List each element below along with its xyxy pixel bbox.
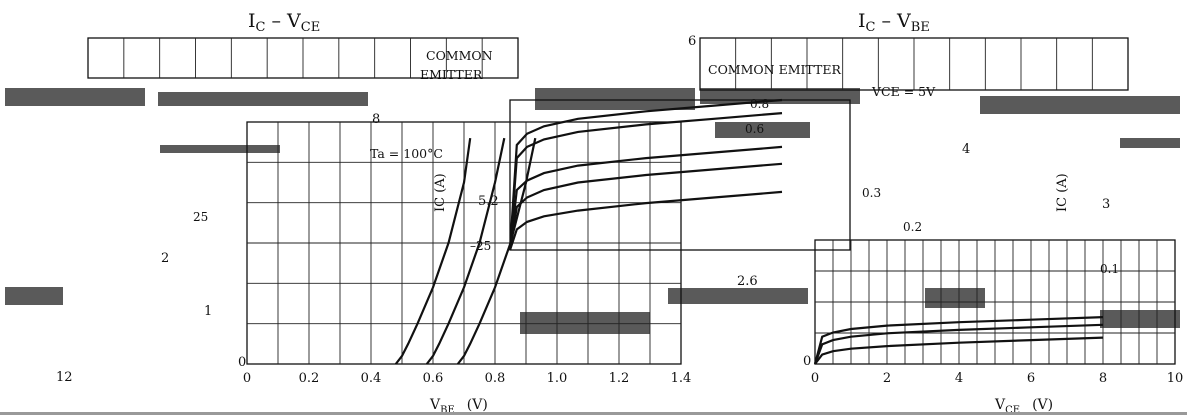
right-y-tick-3: 3 — [1102, 197, 1110, 212]
vce-y-tick-0: 0 — [803, 354, 811, 369]
left-note-emitter: EMITTER — [420, 67, 483, 82]
left-y-tick-2: 2 — [161, 251, 169, 266]
left-title: IC – VCE — [248, 10, 320, 35]
temp-label-minus25: –25 — [470, 239, 491, 253]
ib-label-0.3: 0.3 — [862, 186, 881, 200]
vce-x-tick: 8 — [1099, 371, 1107, 386]
mid-vce-panel: 5.2 2.6 IC (A) — [433, 98, 851, 289]
bottom-rule — [0, 412, 1187, 415]
vbe-panel: 0 0.2 0.4 0.6 0.8 1.0 1.2 1.4 0 VBE (V) Ta = 100… — [193, 121, 692, 416]
left-y-tick-1: 1 — [204, 304, 212, 319]
vce-x-tick: 6 — [1027, 371, 1035, 386]
vbe-x-tick: 1.0 — [547, 371, 568, 386]
vbe-x-tick: 1.4 — [671, 371, 692, 386]
mid-y-axis-label: IC (A) — [433, 173, 448, 212]
mid-y-tick-5-2: 5.2 — [478, 194, 499, 209]
mid-vce-frame — [509, 99, 851, 251]
vbe-series-100 — [394, 137, 472, 365]
vbe-x-tick: 0.8 — [485, 371, 506, 386]
vbe-x-tick: 0.4 — [361, 371, 382, 386]
mid-series-0.2 — [508, 162, 783, 251]
vce-x-tick: 10 — [1167, 371, 1184, 386]
ib-label-0.2: 0.2 — [903, 220, 922, 234]
vce-x-tick: 0 — [811, 371, 819, 386]
right-note-vce: VCE = 5V — [871, 84, 936, 99]
vce-x-axis-label: VCE (V) — [994, 397, 1053, 416]
right-y-axis-label: IC (A) — [1055, 173, 1070, 212]
left-x-tick-12: 12 — [56, 370, 73, 385]
mid-series-0.6 — [508, 112, 783, 251]
vce-x-tick: 2 — [883, 371, 891, 386]
temp-label-100: Ta = 100°C — [370, 146, 443, 161]
vbe-series-–25 — [456, 137, 537, 365]
vbe-x-axis-label: VBE (V) — [429, 397, 488, 416]
scan-artifacts — [5, 88, 1180, 334]
vce-series-0.1 — [814, 336, 1104, 365]
mid-y-tick-2-6: 2.6 — [737, 274, 758, 289]
vbe-x-tick: 1.2 — [609, 371, 630, 386]
right-panel: IC – VBE 6 COMMON EMITTER VCE = 5V 4 3 I… — [688, 10, 1183, 416]
left-note-common: COMMON — [426, 48, 493, 63]
mid-series-0.8 — [508, 98, 783, 251]
vbe-x-tick: 0.6 — [423, 371, 444, 386]
ib-label-0.1: 0.1 — [1100, 262, 1119, 276]
right-note-common-emitter: COMMON EMITTER — [708, 62, 841, 77]
vbe-x-tick: 0 — [243, 371, 251, 386]
left-y-tick-8: 8 — [372, 112, 380, 127]
temp-label-25: 25 — [193, 210, 208, 224]
mid-series-0.3 — [508, 145, 783, 251]
ib-label-0.6: 0.6 — [745, 122, 764, 136]
left-panel: IC – VCE COMMON EMITTER 12 8 2 1 — [56, 10, 519, 385]
ib-label-0.8: 0.8 — [750, 97, 769, 111]
vce-series-0.2 — [813, 323, 1104, 365]
vbe-y-tick-0: 0 — [238, 355, 246, 370]
right-title: IC – VBE — [858, 10, 930, 35]
mid-series-0.1 — [508, 190, 783, 251]
vce-series-0.3 — [813, 316, 1104, 365]
right-y-tick-4: 4 — [962, 142, 970, 157]
vbe-x-tick: 0.2 — [299, 371, 320, 386]
vce-x-tick: 4 — [955, 371, 963, 386]
vbe-series-25 — [425, 137, 506, 365]
right-y-tick-6: 6 — [688, 34, 696, 49]
